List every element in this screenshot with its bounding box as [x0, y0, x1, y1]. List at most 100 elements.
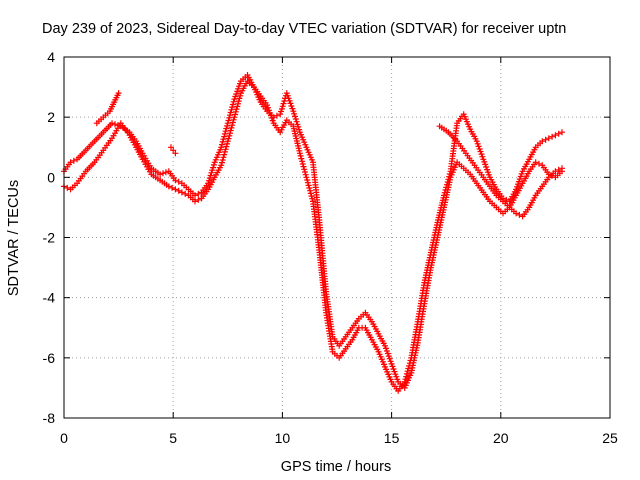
chart-title: Day 239 of 2023, Sidereal Day-to-day VTE…	[42, 21, 566, 37]
x-tick-label: 20	[493, 430, 509, 446]
y-tick-label: -8	[43, 410, 56, 426]
data-point	[157, 171, 164, 178]
data-point	[195, 196, 202, 203]
data-point	[219, 138, 226, 145]
data-point	[175, 178, 182, 185]
data-point	[115, 90, 122, 97]
data-point	[273, 112, 280, 119]
data-point	[555, 130, 562, 137]
y-tick-label: 4	[47, 49, 55, 65]
data-point	[160, 170, 166, 177]
data-point	[559, 165, 565, 172]
data-point	[403, 373, 410, 380]
y-tick-label: -4	[43, 290, 56, 306]
data-point	[226, 114, 233, 121]
data-point	[182, 190, 189, 197]
data-point	[446, 171, 453, 177]
data-point	[559, 129, 565, 136]
data-point	[293, 118, 300, 125]
data-point	[516, 211, 523, 218]
data-point	[222, 128, 229, 135]
data-point	[224, 122, 231, 129]
data-point	[224, 120, 231, 127]
data-point	[444, 179, 451, 185]
data-point	[403, 370, 410, 377]
data-point	[221, 130, 228, 137]
data-point	[192, 192, 198, 199]
grid	[64, 57, 610, 418]
data-point	[542, 136, 549, 143]
data-point	[225, 117, 232, 124]
data-point	[237, 92, 244, 99]
data-point	[195, 190, 202, 197]
data-point	[277, 111, 284, 118]
data-point	[169, 184, 176, 191]
data-point	[307, 190, 314, 197]
data-point	[218, 144, 225, 151]
data-point	[299, 158, 306, 165]
axes: 0 5 10 15 20 25 -8 -6 -4 -2 0 2 4	[43, 49, 618, 446]
data-point	[231, 114, 238, 121]
series-track-3	[93, 90, 565, 220]
data-point	[406, 360, 413, 367]
data-point	[532, 159, 539, 166]
data-point	[222, 146, 229, 153]
data-point	[304, 179, 311, 186]
data-point	[207, 172, 214, 179]
data-point	[300, 163, 307, 170]
data-point	[229, 101, 236, 108]
data-point	[304, 177, 311, 183]
data-point	[67, 159, 74, 166]
data-point	[226, 132, 233, 139]
data-point	[307, 187, 314, 194]
data-point	[112, 121, 118, 128]
data-point	[227, 112, 233, 119]
data-point	[292, 116, 299, 122]
data-point	[219, 141, 225, 148]
data-point	[303, 174, 310, 181]
y-axis-label: SDTVAR / TECUs	[6, 180, 22, 296]
data-point	[443, 181, 450, 188]
data-point	[290, 108, 297, 115]
series-track-1	[61, 72, 565, 391]
data-point	[235, 98, 242, 105]
data-point	[228, 106, 235, 113]
data-point	[301, 166, 308, 173]
data-point	[404, 368, 411, 375]
x-tick-label: 0	[60, 430, 68, 446]
data-point	[552, 132, 559, 139]
data-point	[172, 177, 179, 184]
x-tick-label: 15	[384, 430, 400, 446]
data-point	[162, 169, 169, 176]
data-point	[306, 185, 313, 191]
data-point	[64, 184, 71, 191]
data-point	[223, 143, 230, 150]
data-point	[172, 150, 179, 157]
data-point	[443, 184, 450, 191]
data-point	[298, 155, 305, 162]
data-point	[232, 108, 239, 115]
data-point	[229, 122, 236, 129]
y-tick-label: 2	[47, 109, 55, 125]
data-point	[295, 123, 302, 130]
data-point	[513, 210, 520, 217]
y-tick-label: 0	[47, 169, 55, 185]
data-point	[552, 168, 559, 175]
x-tick-label: 5	[169, 430, 177, 446]
data-point	[406, 362, 413, 369]
data-point	[221, 133, 228, 140]
data-point	[536, 160, 542, 167]
data-point	[407, 357, 414, 364]
data-point	[539, 138, 546, 145]
data-point	[225, 135, 232, 142]
data-point	[70, 157, 77, 164]
data-point	[172, 186, 179, 193]
data-point	[234, 103, 241, 110]
data-point	[165, 183, 172, 190]
data-point	[227, 130, 233, 137]
data-point	[549, 133, 556, 140]
data-point	[192, 198, 198, 205]
data-point	[441, 192, 447, 199]
data-point	[279, 103, 286, 110]
